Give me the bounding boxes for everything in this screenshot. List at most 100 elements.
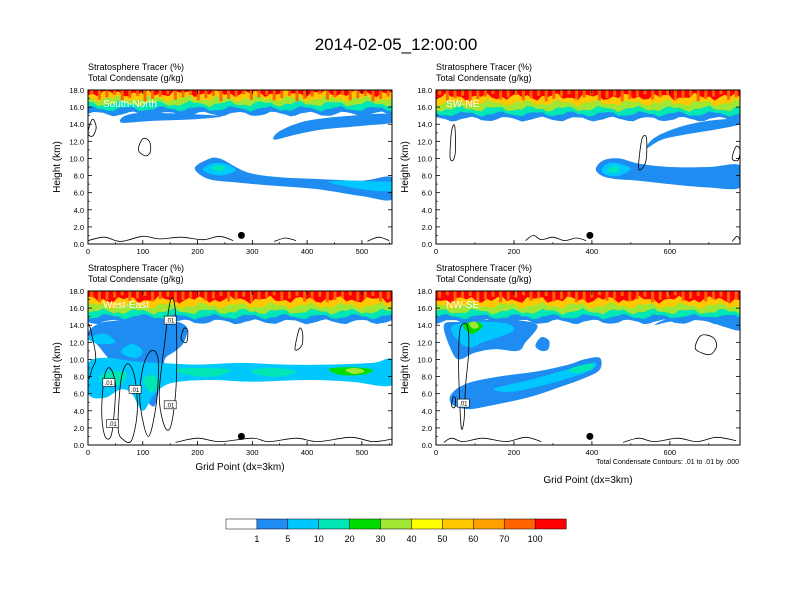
svg-text:.01: .01 — [166, 319, 175, 325]
condensate-contour-6 — [294, 327, 304, 351]
ytick-label: 18.0 — [417, 86, 432, 95]
contour-label: .01 — [163, 315, 177, 325]
svg-text:.01: .01 — [131, 388, 140, 394]
tracer-streak — [483, 291, 487, 300]
panel-sw-ne-condensate-contours — [449, 124, 740, 242]
tracer-streak — [181, 90, 185, 98]
panel-west-east-axes: 0.0 2.0 4.0 6.0 8.0 10.0 12.0 14.0 16.0 18.0 0 100 2… — [69, 287, 392, 457]
tracer-streak — [280, 90, 284, 99]
ytick-label: 12.0 — [69, 137, 84, 146]
ytick-label: 0.0 — [422, 240, 432, 249]
xtick-label: 400 — [301, 448, 314, 457]
ytick-label: 8.0 — [422, 373, 432, 382]
tracer-streak — [135, 90, 139, 96]
tracer-streak — [575, 291, 579, 303]
tracer-streak — [468, 90, 472, 102]
ytick-label: 14.0 — [69, 120, 84, 129]
location-marker — [586, 231, 594, 239]
tracer-streak — [105, 291, 109, 300]
ytick-label: 12.0 — [417, 338, 432, 347]
ytick-label: 8.0 — [74, 373, 84, 382]
tracer-streak — [658, 90, 662, 98]
tracer-streak — [597, 291, 601, 296]
ytick-label: 8.0 — [422, 172, 432, 181]
tracer-streak — [120, 90, 124, 101]
tracer-streak — [461, 90, 465, 96]
tracer-layer-4 — [88, 90, 392, 98]
tracer-streak — [734, 291, 738, 300]
tracer-streak — [704, 90, 708, 99]
condensate-contour-2 — [88, 235, 234, 242]
colorbar-label: 30 — [375, 534, 385, 544]
tracer-streak — [158, 90, 162, 97]
svg-text:.01: .01 — [108, 422, 117, 428]
figure-title: 2014-02-05_12:00:00 — [315, 35, 478, 54]
tracer-streak — [673, 90, 677, 101]
tracer-blob-1 — [88, 357, 392, 411]
panel-west-east-condensate-contours: .01 .01 .01 .01 .01 — [88, 297, 392, 443]
tracer-streak — [227, 291, 231, 302]
tracer-streak — [227, 90, 231, 99]
tracer-streak — [128, 291, 132, 301]
tracer-streak — [438, 90, 442, 95]
panel-west-east-subtitle-2: Total Condensate (g/kg) — [88, 274, 184, 284]
ytick-label: 0.0 — [74, 240, 84, 249]
tracer-streak — [643, 291, 647, 297]
tracer-blob-8 — [654, 316, 740, 331]
tracer-streak — [158, 291, 162, 300]
tracer-streak — [552, 291, 556, 302]
tracer-streak — [613, 291, 617, 299]
tracer-streak — [521, 291, 525, 296]
ytick-label: 0.0 — [422, 441, 432, 450]
tracer-streak — [97, 90, 101, 100]
panel-nw-se-subtitle-1: Stratosphere Tracer (%) — [436, 263, 532, 273]
tracer-streak — [559, 291, 563, 300]
ytick-label: 6.0 — [74, 390, 84, 399]
tracer-streak — [128, 90, 132, 99]
xtick-label: 0 — [434, 247, 438, 256]
condensate-contour-3 — [274, 237, 297, 242]
colorbar-swatch — [380, 518, 412, 530]
panel-nw-se: Stratosphere Tracer (%) Total Condensate… — [400, 263, 741, 486]
tracer-streak — [287, 90, 291, 96]
panel-sw-ne-tracer-field — [436, 90, 740, 190]
tracer-streak — [613, 90, 617, 96]
contour-label: .01 — [102, 378, 116, 387]
colorbar-label: 50 — [437, 534, 447, 544]
tracer-streak — [529, 291, 533, 301]
tracer-streak — [689, 291, 693, 299]
tracer-streak — [567, 291, 571, 297]
ytick-label: 6.0 — [422, 189, 432, 198]
tracer-streak — [295, 291, 299, 296]
panel-nw-se-tracer-field — [436, 291, 740, 410]
tracer-streak — [303, 291, 307, 302]
tracer-streak — [234, 291, 238, 300]
panel-south-north-ylabel: Height (km) — [52, 141, 63, 193]
tracer-streak — [257, 291, 261, 300]
tracer-streak — [635, 291, 639, 300]
tracer-streak — [386, 291, 390, 300]
tracer-streak — [356, 90, 360, 99]
tracer-streak — [325, 90, 329, 100]
xtick-label: 100 — [137, 247, 150, 256]
tracer-streak — [453, 90, 457, 99]
xtick-label: 200 — [191, 247, 204, 256]
tracer-streak — [483, 90, 487, 97]
colorbar-swatch — [256, 518, 289, 530]
tracer-streak — [643, 90, 647, 95]
tracer-streak — [173, 90, 177, 100]
contour-label: .01 — [163, 400, 177, 409]
tracer-streak — [272, 90, 276, 101]
panel-south-north: Stratosphere Tracer (%) Total Condensate… — [52, 62, 393, 256]
contour-label: .01 — [128, 385, 142, 394]
tracer-streak — [249, 90, 253, 100]
ytick-label: 2.0 — [74, 424, 84, 433]
ytick-label: 2.0 — [422, 424, 432, 433]
condensate-contour-3 — [525, 234, 587, 242]
tracer-streak — [386, 90, 390, 97]
location-marker — [237, 231, 245, 239]
tracer-streak — [265, 291, 269, 298]
tracer-streak — [318, 90, 322, 95]
colorbar-swatch — [287, 518, 320, 530]
panel-west-east: Stratosphere Tracer (%) Total Condensate… — [52, 263, 393, 473]
